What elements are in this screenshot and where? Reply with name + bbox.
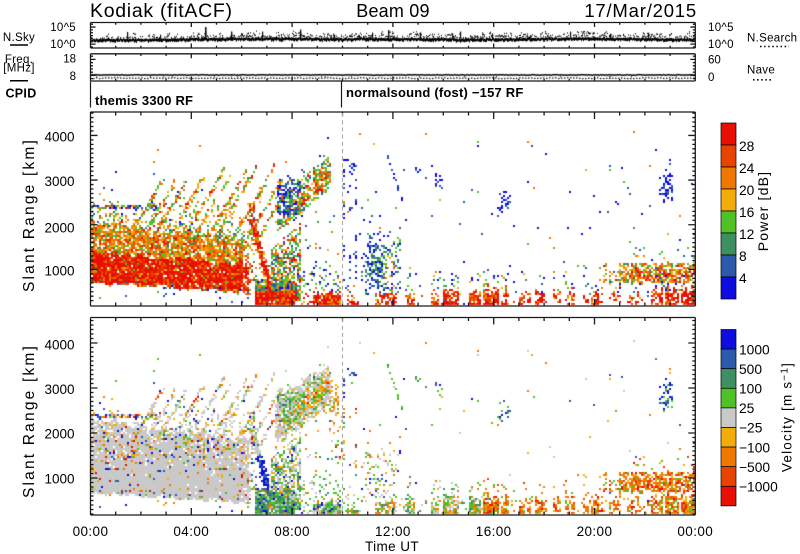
svg-text:16: 16 <box>739 205 755 220</box>
svg-text:normalsound (fost) −157 RF: normalsound (fost) −157 RF <box>346 85 523 100</box>
svg-text:17/Mar/2015: 17/Mar/2015 <box>584 0 697 21</box>
svg-text:−25: −25 <box>739 421 763 436</box>
svg-text:20: 20 <box>739 183 755 198</box>
svg-text:24: 24 <box>739 161 755 176</box>
svg-text:−100: −100 <box>739 440 770 455</box>
svg-text:Kodiak (fitACF): Kodiak (fitACF) <box>90 0 233 22</box>
svg-text:1000: 1000 <box>44 471 74 486</box>
svg-text:08:00: 08:00 <box>274 524 310 539</box>
svg-text:Slant Range [km]: Slant Range [km] <box>21 344 38 498</box>
svg-text:Slant Range [km]: Slant Range [km] <box>21 138 38 292</box>
svg-text:−500: −500 <box>739 460 770 475</box>
svg-text:20:00: 20:00 <box>577 524 613 539</box>
svg-text:10^5: 10^5 <box>708 22 734 34</box>
svg-text:8: 8 <box>70 71 76 83</box>
svg-text:18: 18 <box>63 54 76 66</box>
svg-text:−1000: −1000 <box>739 480 778 495</box>
svg-text:10^0: 10^0 <box>708 39 734 51</box>
svg-text:Velocity [m s−1]: Velocity [m s−1] <box>780 362 795 472</box>
svg-text:4: 4 <box>739 271 747 286</box>
svg-text:28: 28 <box>739 139 755 154</box>
svg-text:N.Search: N.Search <box>747 33 797 45</box>
svg-text:2000: 2000 <box>44 221 74 236</box>
svg-text:4000: 4000 <box>44 338 74 353</box>
svg-text:3000: 3000 <box>44 382 74 397</box>
svg-text:10^5: 10^5 <box>50 22 76 34</box>
svg-text:10^0: 10^0 <box>50 39 76 51</box>
svg-text:Freq.: Freq. <box>5 54 33 66</box>
svg-text:60: 60 <box>708 55 721 67</box>
svg-text:[MHz]: [MHz] <box>3 63 35 75</box>
svg-text:N.Sky: N.Sky <box>3 32 35 44</box>
svg-text:3000: 3000 <box>44 174 74 189</box>
svg-text:CPID: CPID <box>5 87 36 101</box>
svg-text:1000: 1000 <box>739 342 770 357</box>
svg-text:Time UT: Time UT <box>365 539 419 554</box>
svg-text:16:00: 16:00 <box>476 524 512 539</box>
svg-text:0: 0 <box>708 72 714 84</box>
svg-text:Nave: Nave <box>747 65 775 77</box>
svg-text:Beam 09: Beam 09 <box>356 1 429 21</box>
svg-text:12: 12 <box>739 227 754 242</box>
svg-text:4000: 4000 <box>44 130 74 145</box>
svg-text:12:00: 12:00 <box>375 524 411 539</box>
svg-text:Power [dB]: Power [dB] <box>755 171 771 251</box>
svg-text:2000: 2000 <box>44 427 74 442</box>
svg-text:00:00: 00:00 <box>677 524 713 539</box>
svg-text:100: 100 <box>739 382 762 397</box>
svg-text:themis 3300 RF: themis 3300 RF <box>95 93 193 108</box>
svg-text:1000: 1000 <box>44 264 74 279</box>
svg-text:500: 500 <box>739 362 762 377</box>
svg-text:25: 25 <box>739 401 755 416</box>
svg-text:8: 8 <box>739 249 747 264</box>
svg-text:04:00: 04:00 <box>173 524 209 539</box>
svg-text:00:00: 00:00 <box>73 524 109 539</box>
